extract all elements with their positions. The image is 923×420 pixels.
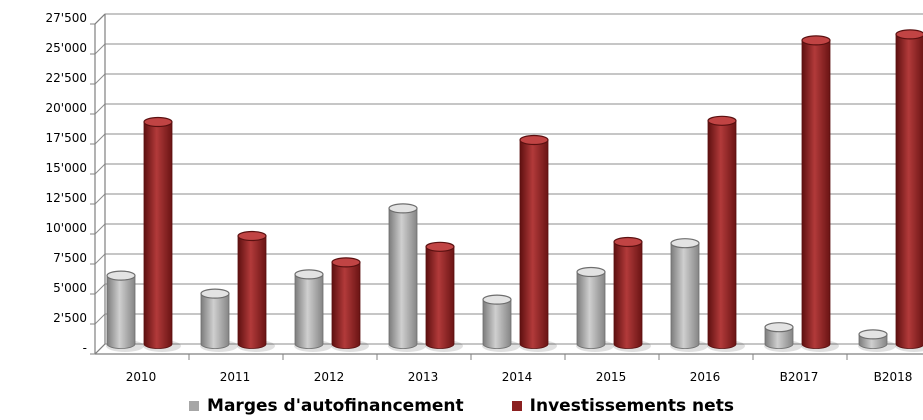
bar-top	[670, 238, 700, 249]
bar-top	[576, 266, 606, 278]
bar-body	[707, 120, 737, 349]
bar-top	[331, 257, 361, 268]
y-tick-label: 2'500	[53, 311, 87, 325]
x-tick-label: 2014	[502, 370, 533, 384]
bar-investissements-2015	[613, 236, 651, 352]
bar-top	[425, 241, 455, 252]
y-tick-label: 22'500	[46, 71, 87, 85]
bar-body	[237, 235, 267, 349]
x-tick-label: 2013	[408, 370, 439, 384]
bar-top	[200, 288, 230, 299]
bar-body	[106, 275, 136, 349]
tick-labels: - 2'500 5'000 7'500 10'000 12'500 15'000 17'500…	[46, 11, 913, 384]
legend-item-investissements: Investissements nets	[511, 396, 734, 416]
bar-body	[670, 242, 700, 349]
side-gridline	[94, 253, 106, 265]
bar-marges-2015	[576, 266, 614, 352]
legend-swatch-red	[511, 401, 522, 411]
y-tick-label: 5'000	[53, 281, 87, 295]
bar-marges-B2018	[858, 329, 896, 352]
bar-investissements-2010	[143, 116, 181, 352]
bar-top	[519, 134, 549, 146]
bar-body	[895, 34, 923, 349]
side-gridline	[94, 313, 106, 325]
y-tick-label: 27'500	[46, 11, 87, 25]
x-tick-label: 2011	[220, 370, 251, 384]
bar-body	[331, 262, 361, 349]
bar-marges-2014	[482, 294, 520, 352]
bar-top	[106, 270, 136, 281]
side-gridline	[94, 103, 106, 115]
bar-investissements-B2018	[895, 29, 923, 352]
side-gridline	[94, 163, 106, 175]
bar-body	[143, 121, 173, 349]
legend: Marges d'autofinancement Investissements…	[0, 394, 923, 418]
bars	[106, 29, 923, 352]
bar-body	[388, 208, 418, 349]
bar-body	[801, 40, 831, 349]
x-tick-label: 2010	[126, 370, 157, 384]
bar-investissements-2011	[237, 230, 275, 352]
side-gridline	[94, 133, 106, 145]
side-gridline	[94, 73, 106, 85]
bar-body	[576, 271, 606, 349]
bar-marges-2016	[670, 238, 708, 352]
bar-body	[294, 274, 324, 349]
side-gridline	[94, 193, 106, 205]
y-tick-label: 17'500	[46, 131, 87, 145]
y-tick-label: -	[83, 341, 87, 355]
bar-investissements-2016	[707, 115, 745, 352]
bar-top	[143, 116, 173, 128]
legend-item-marges: Marges d'autofinancement	[189, 396, 464, 416]
bar-top	[482, 294, 512, 305]
bar-marges-2011	[200, 288, 238, 352]
side-gridline	[94, 223, 106, 235]
bar-top	[801, 35, 831, 46]
floor-side-edge	[94, 343, 106, 355]
side-gridline	[94, 43, 106, 55]
bar-marges-2010	[106, 270, 144, 352]
bar-body	[519, 139, 549, 349]
legend-swatch-gray	[189, 401, 200, 411]
bar-marges-2013	[388, 203, 426, 352]
bar-top	[764, 322, 794, 333]
x-tick-label: B2017	[780, 370, 819, 384]
x-tick-label: 2012	[314, 370, 345, 384]
bar-body	[613, 241, 643, 349]
bar-body	[482, 299, 512, 349]
legend-label-marges: Marges d'autofinancement	[207, 396, 464, 416]
legend-label-investissements: Investissements nets	[529, 396, 734, 416]
bar-top	[895, 29, 923, 40]
x-tick-label: B2018	[874, 370, 913, 384]
bar-top	[707, 115, 737, 126]
y-tick-label: 25'000	[46, 41, 87, 55]
bar-investissements-2012	[331, 257, 369, 352]
y-tick-label: 15'000	[46, 161, 87, 175]
bar-top	[858, 329, 888, 340]
x-tick-label: 2016	[690, 370, 721, 384]
y-tick-label: 12'500	[46, 191, 87, 205]
bar-marges-B2017	[764, 322, 802, 352]
top-side-edge	[94, 13, 106, 25]
axes	[90, 13, 923, 360]
bar-body	[200, 293, 230, 349]
bar-investissements-2014	[519, 134, 557, 352]
bar-investissements-2013	[425, 241, 463, 352]
bar-body	[425, 246, 455, 349]
y-tick-label: 10'000	[46, 221, 87, 235]
bar-top	[613, 236, 643, 248]
bar-investissements-B2017	[801, 35, 839, 352]
bar-top	[237, 230, 267, 242]
y-tick-label: 7'500	[53, 251, 87, 265]
x-tick-label: 2015	[596, 370, 627, 384]
bar-body	[764, 326, 794, 349]
bar-top	[294, 269, 324, 280]
y-tick-label: 20'000	[46, 101, 87, 115]
bar-marges-2012	[294, 269, 332, 352]
side-gridline	[94, 283, 106, 295]
bar-top	[388, 203, 418, 214]
